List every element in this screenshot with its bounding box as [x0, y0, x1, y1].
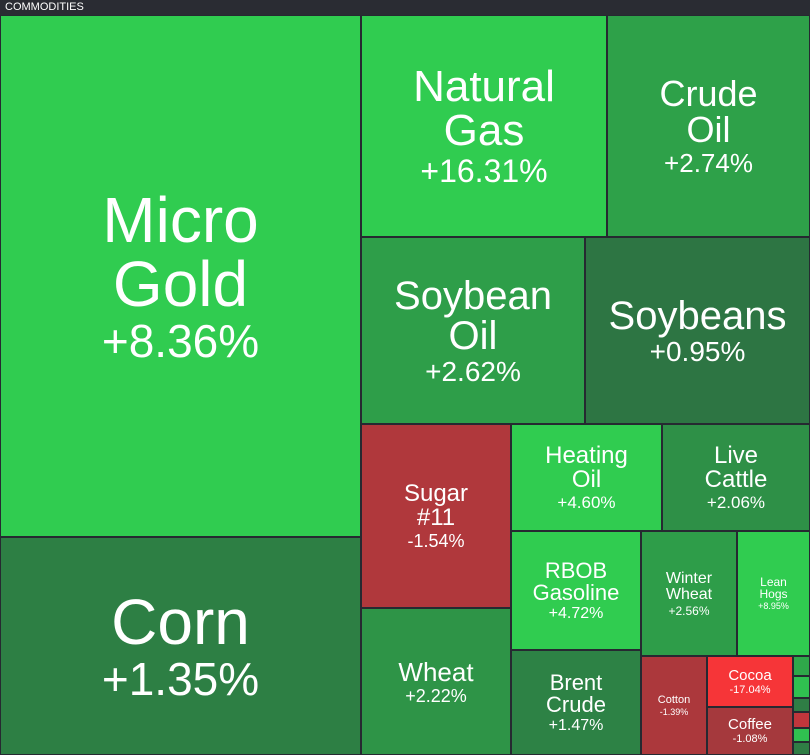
tile: Live Cattle +2.06% — [662, 424, 810, 531]
tiny-tile — [793, 742, 810, 755]
value-label: +0.95% — [649, 335, 746, 367]
value-label: +8.36% — [101, 315, 260, 367]
tile-label: Wheat — [398, 656, 474, 687]
tile: Brent Crude +1.47% — [511, 650, 641, 755]
tile-label: Micro Gold — [102, 184, 259, 320]
tiny-tile — [793, 698, 810, 712]
tile-label: Winter Wheat — [665, 569, 713, 603]
tile-label: Coffee — [728, 716, 772, 733]
tile: Cotton -1.39% — [641, 656, 707, 755]
value-label: +2.62% — [425, 355, 521, 387]
value-label: +4.60% — [557, 493, 616, 512]
value-label: -1.08% — [732, 733, 768, 745]
tile: RBOB Gasoline +4.72% — [511, 531, 641, 650]
tile-label: Lean Hogs — [759, 575, 788, 601]
tile-label: Sugar #11 — [403, 480, 469, 531]
tile-label: Crude Oil — [659, 73, 758, 150]
value-label: -1.54% — [407, 531, 465, 551]
value-label: +16.31% — [420, 153, 548, 189]
value-label: +1.47% — [548, 716, 604, 734]
value-label: +2.06% — [706, 493, 766, 512]
tile-label: Heating Oil — [545, 442, 628, 493]
tile: Soybean Oil +2.62% — [361, 237, 585, 424]
value-label: -17.04% — [729, 683, 771, 696]
tile: Crude Oil +2.74% — [607, 15, 810, 237]
tile-label: RBOB Gasoline — [532, 557, 620, 605]
tile-label: Brent Crude — [546, 669, 606, 717]
tiny-tile — [793, 676, 810, 698]
tiny-tile — [793, 712, 810, 728]
tiny-tile — [793, 656, 810, 676]
tile-label: Cotton — [657, 693, 691, 706]
tile: Cocoa -17.04% — [707, 656, 793, 707]
tile: Winter Wheat +2.56% — [641, 531, 737, 656]
tile-label: Soybeans — [608, 293, 787, 338]
tile-label: Soybean Oil — [394, 273, 552, 358]
header: COMMODITIES — [0, 0, 810, 15]
tiny-tile — [793, 728, 810, 742]
tile-label: Natural Gas — [413, 62, 555, 155]
value-label: +1.35% — [101, 653, 260, 705]
value-label: +8.95% — [758, 601, 789, 611]
value-label: +2.22% — [405, 685, 467, 706]
tile-label: Live Cattle — [704, 442, 768, 493]
value-label: +4.72% — [548, 604, 604, 622]
tile: Soybeans +0.95% — [585, 237, 810, 424]
tile: Natural Gas +16.31% — [361, 15, 607, 237]
tile-label: Cocoa — [728, 666, 772, 684]
value-label: +2.74% — [664, 148, 753, 178]
value-label: +2.56% — [668, 603, 710, 618]
tile: Corn +1.35% — [0, 537, 361, 755]
tile: Coffee -1.08% — [707, 707, 793, 755]
tile: Wheat +2.22% — [361, 608, 511, 755]
tile: Heating Oil +4.60% — [511, 424, 662, 531]
tile-label: Corn — [111, 586, 250, 658]
tile: Micro Gold +8.36% — [0, 15, 361, 537]
chart-title: COMMODITIES — [5, 1, 84, 13]
tile: Sugar #11 -1.54% — [361, 424, 511, 608]
tile: Lean Hogs +8.95% — [737, 531, 810, 656]
value-label: -1.39% — [659, 706, 689, 717]
